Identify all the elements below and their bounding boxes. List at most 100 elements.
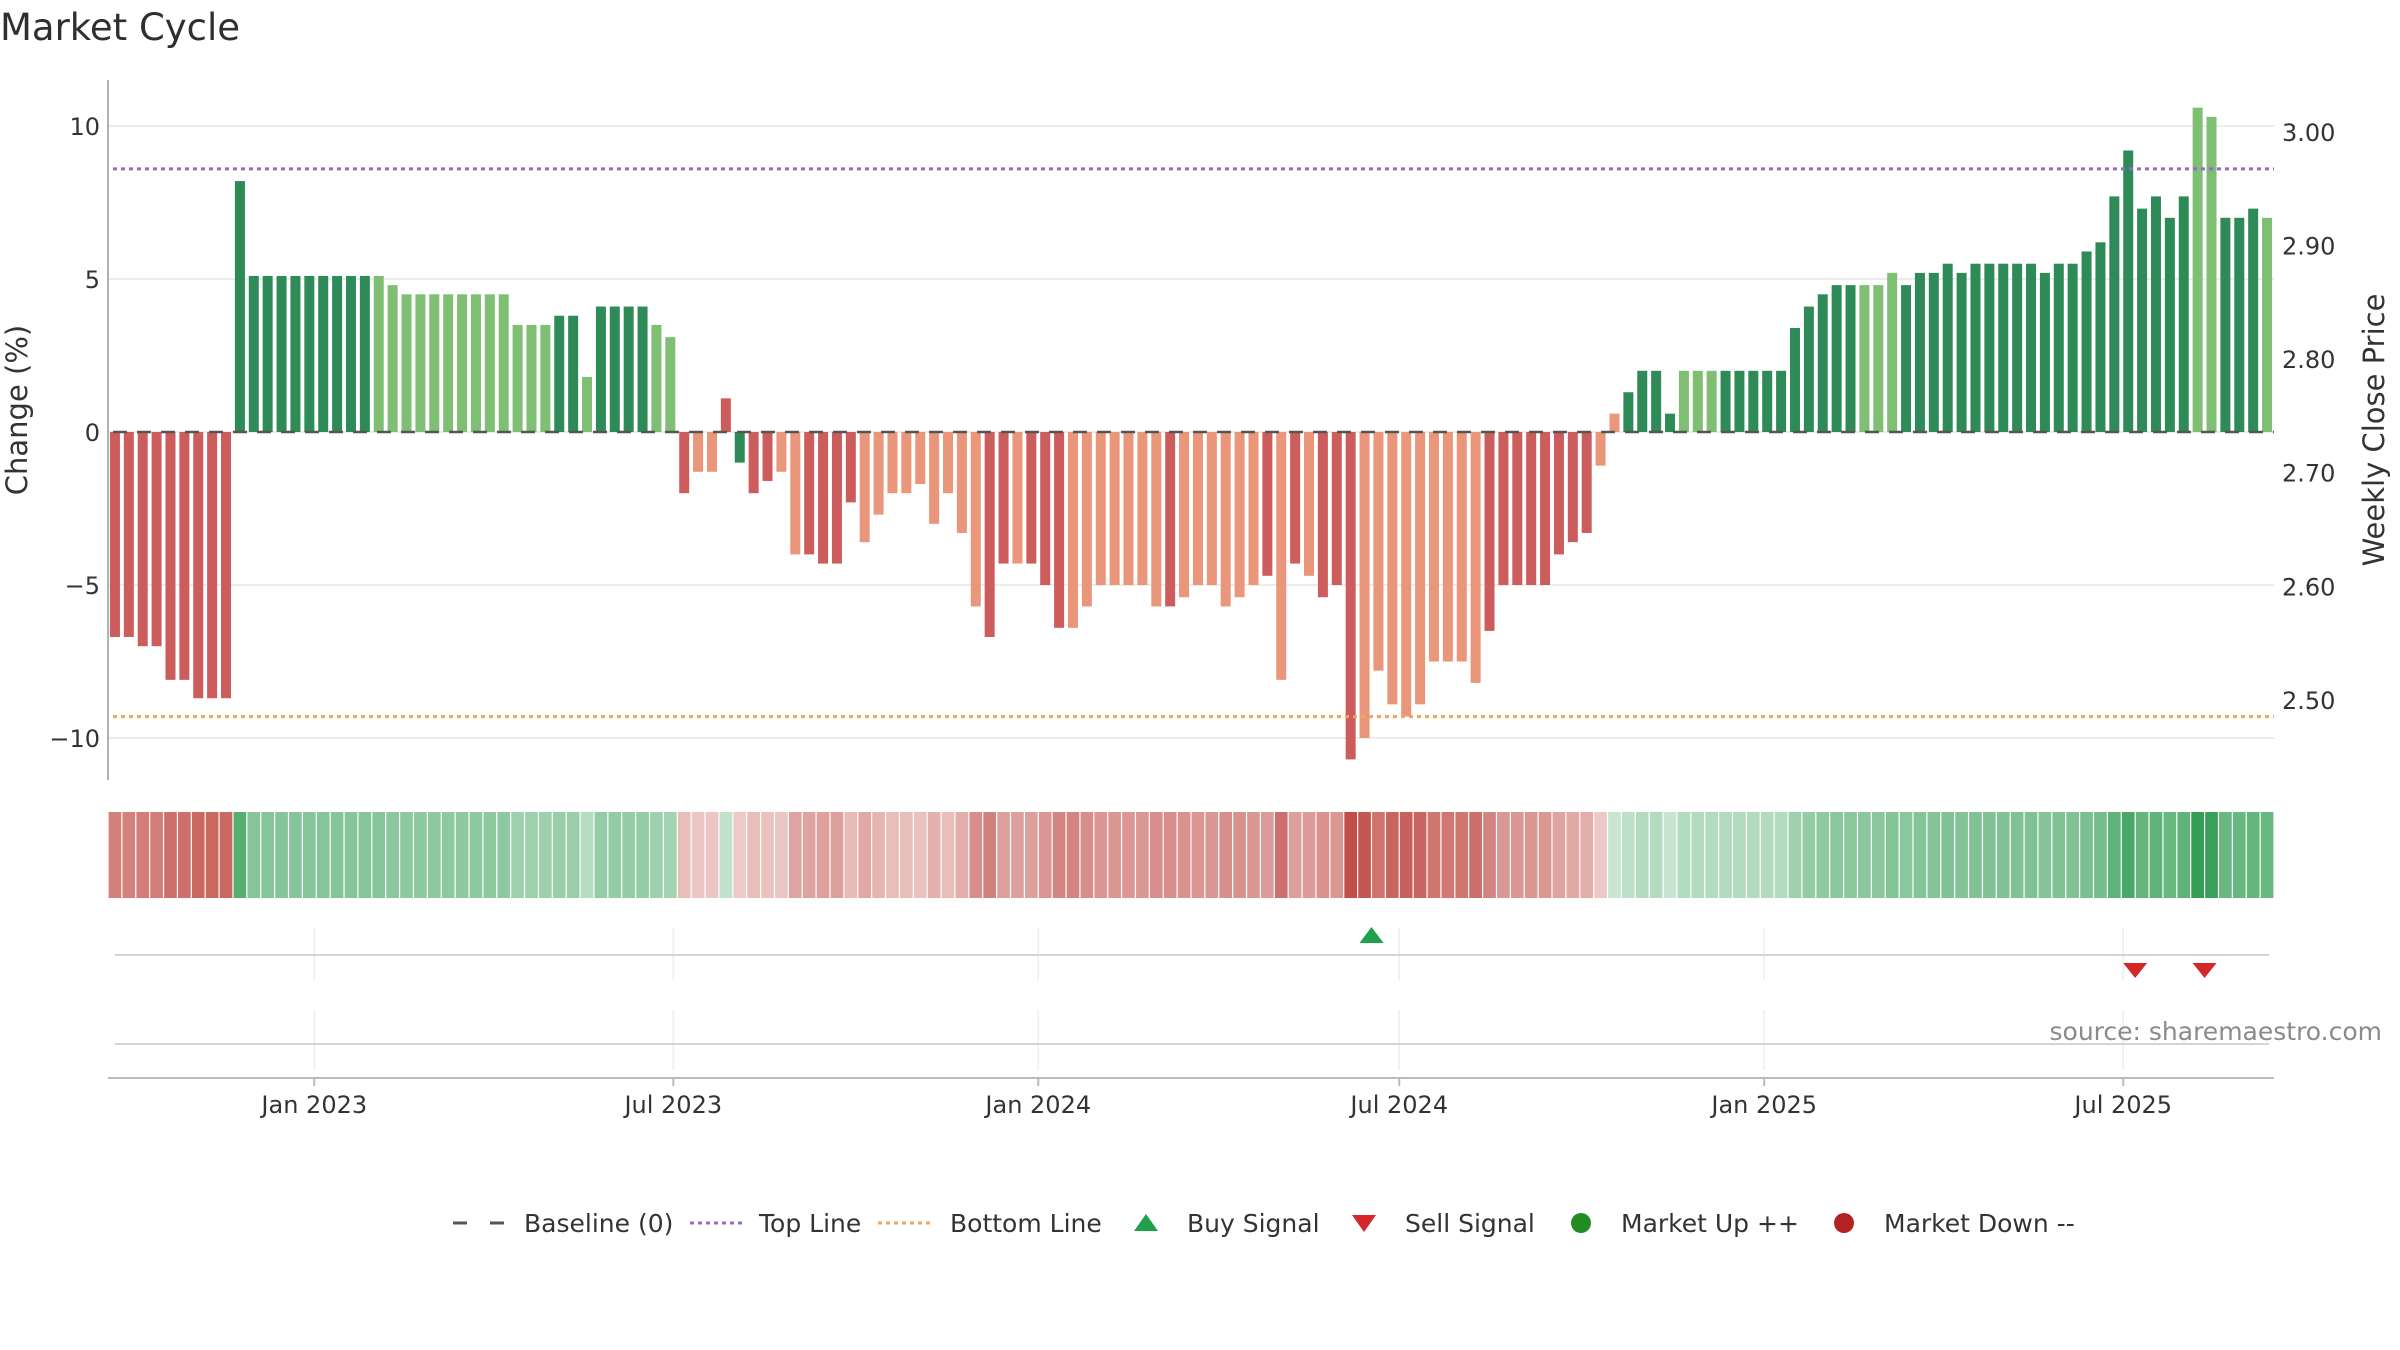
bar-up [387, 285, 398, 432]
strip-cell [302, 812, 316, 898]
strip-cell [2094, 812, 2107, 898]
strip-cell [1427, 812, 1441, 898]
strip-cell [705, 812, 719, 898]
bar-up [332, 275, 343, 432]
bar-up [2095, 242, 2106, 432]
bar-up [262, 275, 273, 432]
bar-down [1165, 432, 1176, 607]
strip-cell [1094, 812, 1108, 898]
strip-cell [1038, 812, 1052, 898]
strip-cell [1663, 812, 1677, 898]
bar-up [2150, 196, 2161, 432]
strip-cell [136, 812, 150, 898]
strip-cell [1024, 812, 1038, 898]
strip-cell [886, 812, 899, 898]
strip-cell [733, 812, 747, 898]
bar-up [2220, 217, 2231, 432]
strip-cell [1552, 812, 1566, 898]
bar-down [151, 432, 162, 647]
legend-market-down: Market Down -- [1884, 1209, 2075, 1238]
bar-up [568, 315, 579, 432]
strip-cell [1733, 812, 1746, 898]
bar-up [1789, 327, 1800, 432]
bars [109, 107, 2273, 760]
strip-cell [483, 812, 497, 898]
bar-up [2262, 217, 2273, 432]
bar-down [1095, 432, 1106, 585]
strip-cell [344, 812, 358, 898]
strip-cell [1455, 812, 1469, 898]
bar-down [1248, 432, 1259, 585]
strip-cell [580, 812, 594, 898]
legend-market-up-icon [1571, 1213, 1591, 1233]
strip-cell [1080, 812, 1094, 898]
bar-up [720, 398, 731, 432]
strip-cell [1941, 812, 1955, 898]
strip-cell [1635, 812, 1649, 898]
strip-cell [1871, 812, 1885, 898]
bar-down [1317, 432, 1328, 598]
bar-down [762, 432, 773, 481]
y-tick-label: 5 [85, 266, 100, 294]
strip-cell [1913, 812, 1927, 898]
strip-cell [1483, 812, 1496, 898]
bar-down [1567, 432, 1578, 543]
legend-top-line: Top Line [758, 1209, 861, 1238]
bar-up [2178, 196, 2189, 432]
bar-down [1067, 432, 1078, 628]
strip-cell [275, 812, 288, 898]
chart-title: Market Cycle [0, 6, 240, 49]
strip-cell [691, 812, 705, 898]
strip-cell [372, 812, 386, 898]
strip-cell [497, 812, 511, 898]
bar-up [276, 275, 287, 432]
strip-cell [844, 812, 858, 898]
bar-up [2109, 196, 2120, 432]
strip-cell [1316, 812, 1330, 898]
strip-cell [316, 812, 330, 898]
bar-down [1109, 432, 1120, 585]
bar-down [123, 432, 134, 638]
strip-cell [1580, 812, 1594, 898]
bar-up [373, 275, 384, 432]
bar-down [221, 432, 232, 699]
strip-cell [1622, 812, 1635, 898]
axes: 10 5 0 −5 −10 3.00 2.90 2.80 2.70 2.60 2.50 Jan 202… [49, 80, 2335, 1119]
strip-cell [164, 812, 177, 898]
legend-market-up: Market Up ++ [1621, 1209, 1799, 1238]
strip-cell [2163, 812, 2177, 898]
strip-cell [1760, 812, 1774, 898]
bar-up [1901, 285, 1912, 432]
strip-cell [1802, 812, 1816, 898]
bar-up [2081, 251, 2092, 432]
bar-down [1137, 432, 1148, 585]
bar-down [1040, 432, 1051, 585]
bar-down [179, 432, 190, 680]
strip-cell [2121, 812, 2135, 898]
y2-axis-title: Weekly Close Price [2357, 294, 2391, 567]
strip-cell [150, 812, 163, 898]
bar-up [2248, 208, 2259, 432]
bar-up [512, 324, 523, 432]
strip-cell [358, 812, 372, 898]
bar-down [1123, 432, 1134, 585]
bar-down [1012, 432, 1023, 564]
strip-cell [1441, 812, 1455, 898]
strip-cell [1149, 812, 1163, 898]
bar-down [1220, 432, 1231, 607]
y-tick-label: 10 [69, 113, 100, 141]
strip-cell [1927, 812, 1941, 898]
x-tick-label: Jan 2024 [983, 1091, 1091, 1119]
strip-cell [205, 812, 219, 898]
bar-up [1734, 370, 1745, 432]
bar-up [248, 275, 259, 432]
bar-up [595, 306, 606, 432]
bar-down [887, 432, 898, 494]
bar-up [359, 275, 370, 432]
x-tick-label: Jul 2025 [2072, 1091, 2172, 1119]
y-tick-label: −5 [65, 572, 100, 600]
strip-cell [941, 812, 955, 898]
strip-cell [455, 812, 469, 898]
bar-up [2012, 263, 2023, 432]
strip-cell [1066, 812, 1080, 898]
